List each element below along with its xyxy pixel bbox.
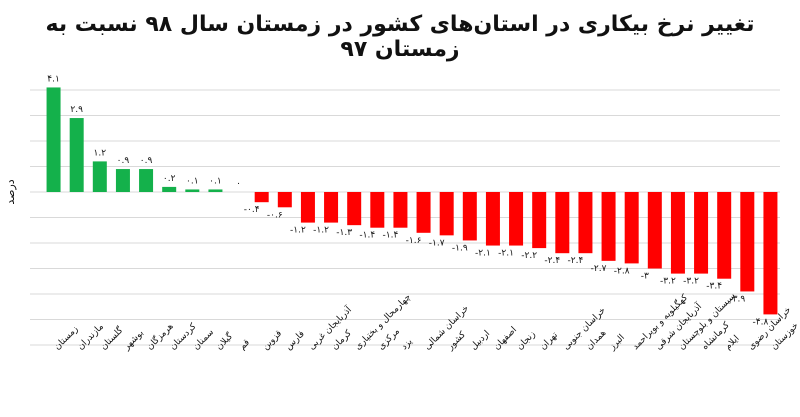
value-label: -۲.۱ [498,249,514,259]
value-label: -۲.۱ [475,249,491,259]
value-label: ۰.۲ [163,174,176,184]
category-label: زمستان [53,324,81,352]
bar [69,118,84,192]
category-label: ایلام [723,334,741,352]
category-label: یزد [399,337,415,353]
chart-title: تغییر نرخ بیکاری در استان‌های کشور در زم… [45,12,755,62]
bar [555,192,570,254]
value-label: -۱.۹ [452,243,468,253]
bar [162,186,177,192]
value-label: -۲.۴ [568,256,584,266]
value-label: -۱.۳ [336,228,352,238]
value-label: ۰.۱ [209,176,222,186]
value-label: -۳.۴ [706,282,722,292]
value-label: ۴.۱ [47,74,60,84]
category-label: تهران [538,330,560,352]
bar [485,192,500,246]
bar [115,169,130,192]
value-label: ۱.۲ [94,148,107,158]
value-label: ۲.۹ [70,105,83,115]
bar [277,192,292,208]
value-label: -۰.۶ [267,210,283,220]
bar [578,192,593,254]
bar [416,192,431,233]
value-label: -۱.۴ [359,231,375,241]
bar [208,189,223,192]
bar [92,161,107,192]
value-label: -۲.۷ [591,264,607,274]
value-label: -۱.۲ [313,226,329,236]
bar [185,189,200,192]
category-label: اردبیل [469,329,492,352]
value-label: -۱.۶ [406,236,422,246]
category-label: بوشهر [121,328,146,353]
value-label: -۲.۲ [521,251,537,261]
bar [670,192,685,274]
value-label: -۳.۲ [683,277,699,287]
bar [532,192,547,249]
bar [740,192,755,292]
value-label: -۱.۷ [429,238,445,248]
value-label: -۰.۴ [244,205,260,215]
bar [393,192,408,228]
category-label: البرز [607,333,627,353]
bar [46,87,61,192]
bar [717,192,732,279]
category-label: اصفهان [492,325,519,352]
value-label: ۰.۹ [140,156,153,166]
value-label: ۰.۱ [186,176,199,186]
value-label: -۲.۴ [544,256,560,266]
value-label: -۳.۹ [729,294,745,304]
category-label: زنجان [515,329,538,352]
bar [509,192,524,246]
bar [139,169,154,192]
bar [439,192,454,236]
bar [462,192,477,241]
value-label: -۳ [641,272,649,282]
value-label: -۱.۲ [290,226,306,236]
category-label: گیلان [213,330,235,352]
bar [601,192,616,261]
value-label: -۳.۲ [660,277,676,287]
bar [624,192,639,264]
bar [647,192,662,269]
value-label: -۱.۴ [383,231,399,241]
bar [324,192,339,223]
value-label: ۰ [236,179,241,189]
category-label: قم [238,338,252,352]
value-label: -۴.۸ [753,317,769,327]
category-label: فارس [284,329,307,352]
y-axis-label: درصد [4,179,17,204]
bar [347,192,362,226]
bar [370,192,385,228]
bar [254,192,269,203]
value-label: ۰.۹ [117,156,130,166]
bar [763,192,778,315]
bar [300,192,315,223]
bar [694,192,709,274]
value-label: -۲.۸ [614,266,630,276]
category-label: قزوین [261,329,284,352]
